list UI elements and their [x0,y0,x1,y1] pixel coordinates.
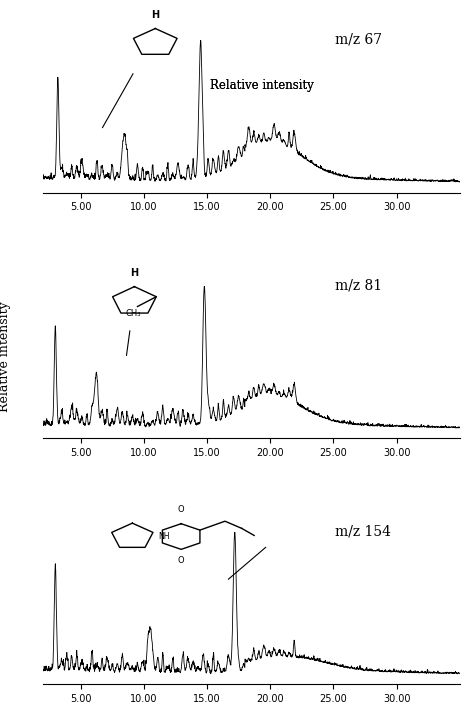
Text: Relative intensity: Relative intensity [210,79,313,92]
Text: Relative intensity: Relative intensity [210,79,313,92]
Text: O: O [178,505,184,514]
Text: O: O [178,556,184,565]
Text: m/z 154: m/z 154 [335,524,391,538]
Text: m/z 81: m/z 81 [335,278,382,292]
Text: NH: NH [158,532,169,541]
Text: Relative intensity: Relative intensity [0,301,11,412]
Text: m/z 67: m/z 67 [335,32,382,46]
Text: H: H [130,267,138,278]
Text: H: H [151,9,159,19]
Text: CH₃: CH₃ [126,309,141,318]
